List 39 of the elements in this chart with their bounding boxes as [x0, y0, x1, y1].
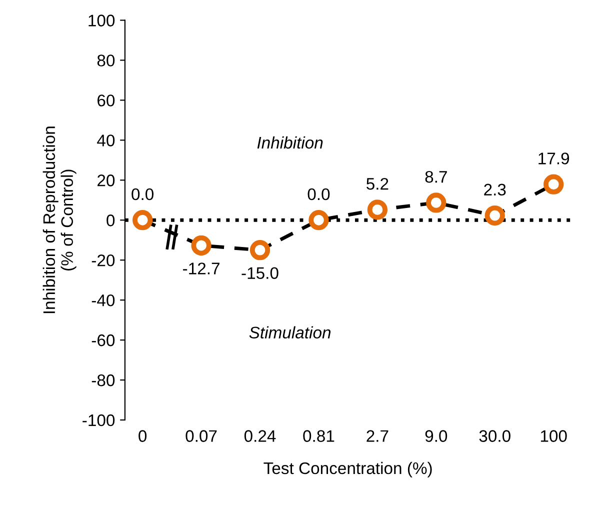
data-label: 8.7: [425, 170, 447, 183]
y-tick-label: -40: [92, 294, 115, 306]
data-label: 5.2: [366, 178, 388, 190]
point: [250, 240, 270, 260]
y-tick-label: 20: [98, 174, 115, 186]
y-tick-label: 0: [106, 214, 115, 226]
x-tick-label: 0.07: [186, 430, 217, 442]
data-label: 2.3: [484, 184, 506, 196]
data-label: 0.0: [132, 188, 154, 200]
point: [367, 200, 388, 220]
y-tick-label: 60: [98, 94, 115, 106]
y-tick-label: -100: [82, 414, 115, 426]
point: [544, 174, 564, 194]
x-tick-label: 0.81: [303, 430, 334, 442]
x-axis-title: Test Concentration (%): [264, 462, 432, 478]
annotation: Inhibition: [257, 136, 323, 149]
x-tick-label: 0.24: [244, 430, 276, 442]
data-label: -12.7: [183, 262, 220, 274]
data-label: -15.0: [242, 267, 278, 279]
data-label: 0.0: [308, 188, 330, 200]
y-tick-label: 40: [97, 134, 115, 146]
x-tick-label: 100: [540, 430, 567, 442]
point: [191, 235, 212, 256]
y-tick-label: -20: [92, 254, 115, 266]
x-tick-label: 30.0: [479, 430, 510, 442]
point: [484, 205, 505, 226]
data-label: 17.9: [538, 152, 570, 164]
x-tick-label: 9.0: [425, 430, 448, 442]
y-tick-label: 80: [97, 54, 115, 66]
y-tick-label: -80: [92, 374, 115, 386]
annotation: Stimulation: [249, 326, 331, 339]
point: [308, 210, 329, 230]
x-tick-label: 2.7: [366, 430, 388, 442]
y-tick-label: 100: [88, 14, 115, 26]
point: [132, 210, 153, 230]
y-tick-label: -60: [92, 334, 115, 346]
y-axis-title: Inhibition of Reproduction (% of Control): [42, 126, 76, 314]
x-tick-label: 0: [138, 430, 147, 442]
point: [426, 192, 446, 213]
